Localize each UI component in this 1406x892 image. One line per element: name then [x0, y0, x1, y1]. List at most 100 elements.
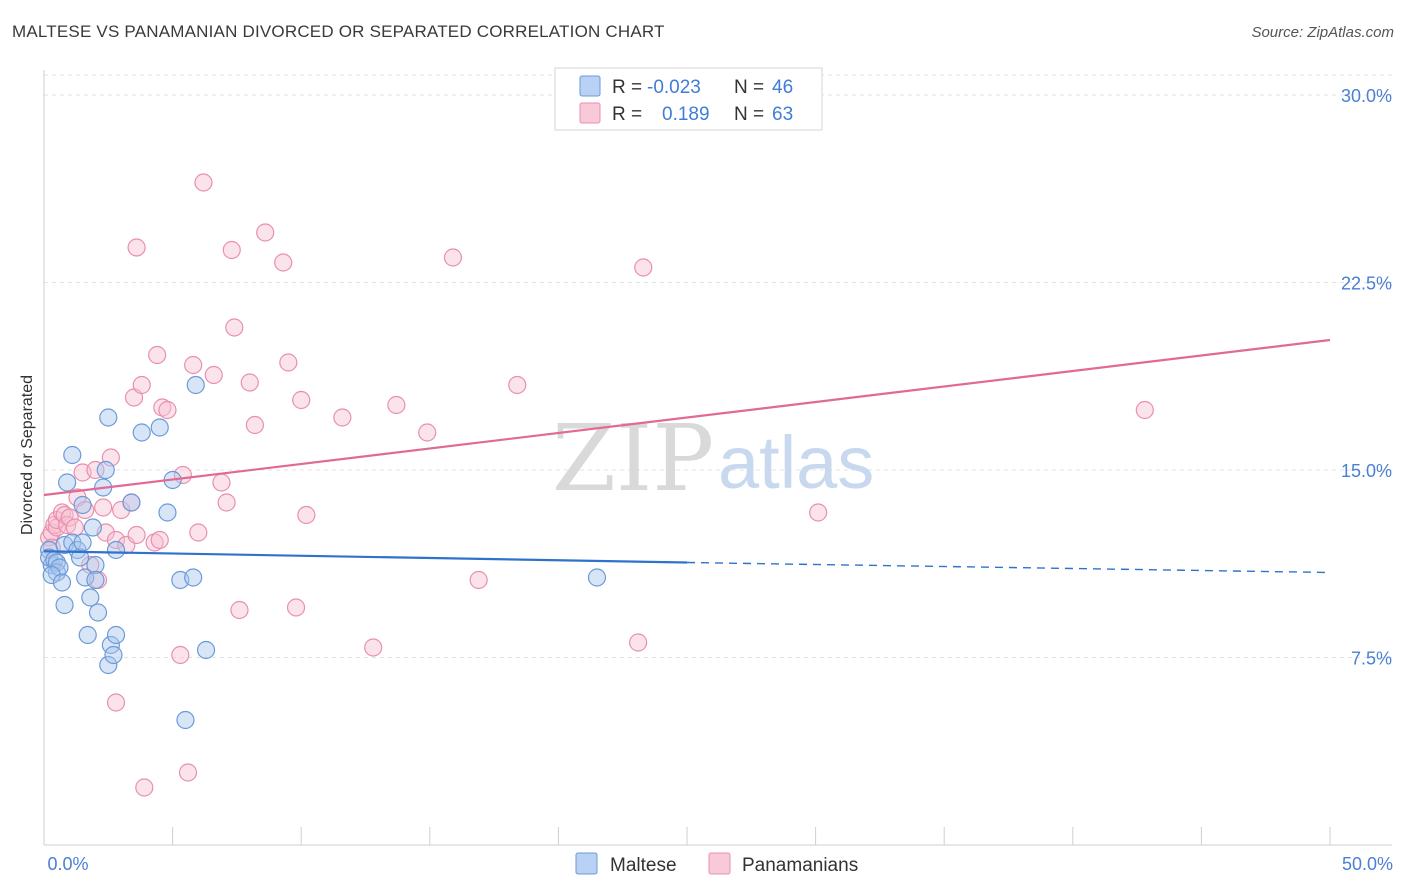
- maltese-point-7: [42, 565, 61, 585]
- panamanians-point-49: [256, 223, 275, 242]
- legend-swatch-maltese: [579, 75, 601, 97]
- maltese-point-21: [83, 518, 102, 537]
- panamanians-point-43: [217, 493, 236, 512]
- panamanians-point-40: [194, 173, 213, 192]
- legend-n-label-panamanians: N =: [734, 104, 764, 125]
- panamanians-point-62: [629, 633, 648, 652]
- panamanians-point-37: [178, 763, 198, 782]
- maltese-point-30: [104, 645, 123, 665]
- maltese-point-23: [86, 570, 105, 590]
- bottom-legend-label-panamanians: Panamanians: [742, 855, 858, 876]
- panamanians-point-31: [148, 345, 167, 365]
- trend-lines: [43, 338, 1331, 574]
- maltese-point-15: [70, 548, 90, 567]
- panamanians-point-32: [150, 530, 169, 550]
- bottom-legend-label-maltese: Maltese: [610, 855, 677, 876]
- maltese-point-32: [106, 625, 126, 645]
- maltese-point-28: [99, 655, 118, 675]
- legend-n-label-maltese: N =: [734, 77, 764, 98]
- maltese-point-12: [63, 445, 82, 465]
- bottom-legend-swatch-panamanians: [708, 852, 731, 875]
- maltese-point-17: [73, 495, 92, 515]
- legend-n-value-panamanians: 63: [772, 104, 793, 125]
- legend-r-value-panamanians: 0.189: [662, 104, 710, 125]
- panamanians-point-50: [274, 253, 293, 272]
- watermark-atlas: atlas: [718, 421, 874, 504]
- maltese-points: [40, 375, 607, 730]
- panamanians-point-47: [240, 373, 259, 392]
- y-tick-label-0: 7.5%: [1351, 649, 1392, 669]
- maltese-point-20: [81, 588, 100, 607]
- panamanians-point-63: [634, 258, 653, 277]
- panamanians-point-64: [809, 503, 828, 522]
- panamanians-point-21: [106, 693, 126, 712]
- panamanians-point-29: [135, 778, 154, 797]
- panamanians-point-54: [297, 505, 316, 525]
- maltese-point-16: [73, 533, 92, 552]
- y-tick-label-1: 15.0%: [1341, 461, 1392, 481]
- panamanians-point-15: [86, 460, 105, 480]
- x-tick-label-end: 50.0%: [1342, 854, 1393, 874]
- panamanians-point-17: [94, 498, 113, 517]
- maltese-point-24: [88, 603, 108, 622]
- maltese-point-10: [55, 595, 74, 615]
- panamanians-point-65: [1135, 400, 1154, 420]
- maltese-point-42: [196, 640, 216, 660]
- legend-r-label-maltese: R =: [612, 77, 642, 98]
- legend-swatch-panamanians: [579, 102, 601, 124]
- bottom-legend: Maltese Panamanians: [575, 852, 858, 876]
- maltese-point-34: [132, 423, 151, 442]
- maltese-point-43: [587, 568, 607, 587]
- maltese-point-22: [86, 555, 105, 575]
- panamanians-point-53: [292, 390, 311, 410]
- panamanians-point-61: [508, 375, 527, 395]
- panamanians-point-44: [222, 240, 241, 260]
- panamanians-point-10: [65, 518, 84, 537]
- maltese-point-40: [184, 568, 203, 587]
- watermark-zip: ZIP: [552, 405, 714, 512]
- panamanians-point-58: [418, 423, 437, 442]
- panamanians-point-9: [60, 508, 79, 527]
- legend-r-label-panamanians: R =: [612, 104, 642, 125]
- panamanians-point-27: [127, 238, 146, 257]
- maltese-point-35: [150, 418, 169, 437]
- legend-n-value-maltese: 46: [772, 77, 793, 98]
- maltese-point-26: [96, 460, 115, 480]
- chart-title: MALTESE VS PANAMANIAN DIVORCED OR SEPARA…: [12, 22, 665, 41]
- panamanians-point-41: [204, 365, 223, 385]
- source-label: Source: ZipAtlas.com: [1251, 24, 1394, 41]
- panamanians-point-46: [230, 600, 249, 620]
- y-tick-label-2: 22.5%: [1341, 274, 1392, 294]
- panamanians-point-28: [132, 375, 151, 395]
- panamanians-point-26: [127, 525, 146, 545]
- panamanians-point-22: [112, 500, 131, 520]
- panamanians-point-52: [286, 598, 306, 617]
- panamanians-point-34: [158, 400, 177, 420]
- panamanians-point-57: [387, 395, 406, 415]
- maltese-point-19: [78, 625, 97, 645]
- panamanians-point-55: [333, 408, 352, 427]
- maltese-trend-line: [43, 550, 688, 564]
- panamanians-point-56: [364, 638, 383, 657]
- legend-box: R = -0.023 N = 46 R = 0.189 N = 63: [554, 67, 823, 131]
- bottom-legend-swatch-maltese: [575, 852, 598, 875]
- panamanians-point-38: [184, 355, 203, 375]
- axis-layer: [43, 70, 1392, 846]
- panamanians-point-20: [106, 530, 126, 550]
- grid-layer: [44, 74, 1392, 658]
- panamanians-point-51: [279, 353, 298, 372]
- panamanians-point-42: [212, 473, 231, 492]
- maltese-point-41: [186, 375, 205, 395]
- panamanians-point-60: [469, 570, 488, 590]
- maltese-point-9: [52, 573, 72, 592]
- maltese-point-36: [158, 503, 177, 522]
- maltese-point-6: [50, 558, 69, 577]
- panamanians-point-45: [225, 318, 244, 337]
- panamanians-point-59: [443, 248, 463, 267]
- maltese-point-31: [106, 540, 126, 560]
- y-tick-label-3: 30.0%: [1341, 86, 1392, 106]
- maltese-trend-extrapolation: [686, 561, 1331, 574]
- panamanians-point-35: [171, 645, 190, 665]
- panamanians-trend-line: [43, 338, 1331, 497]
- panamanians-point-39: [189, 523, 208, 542]
